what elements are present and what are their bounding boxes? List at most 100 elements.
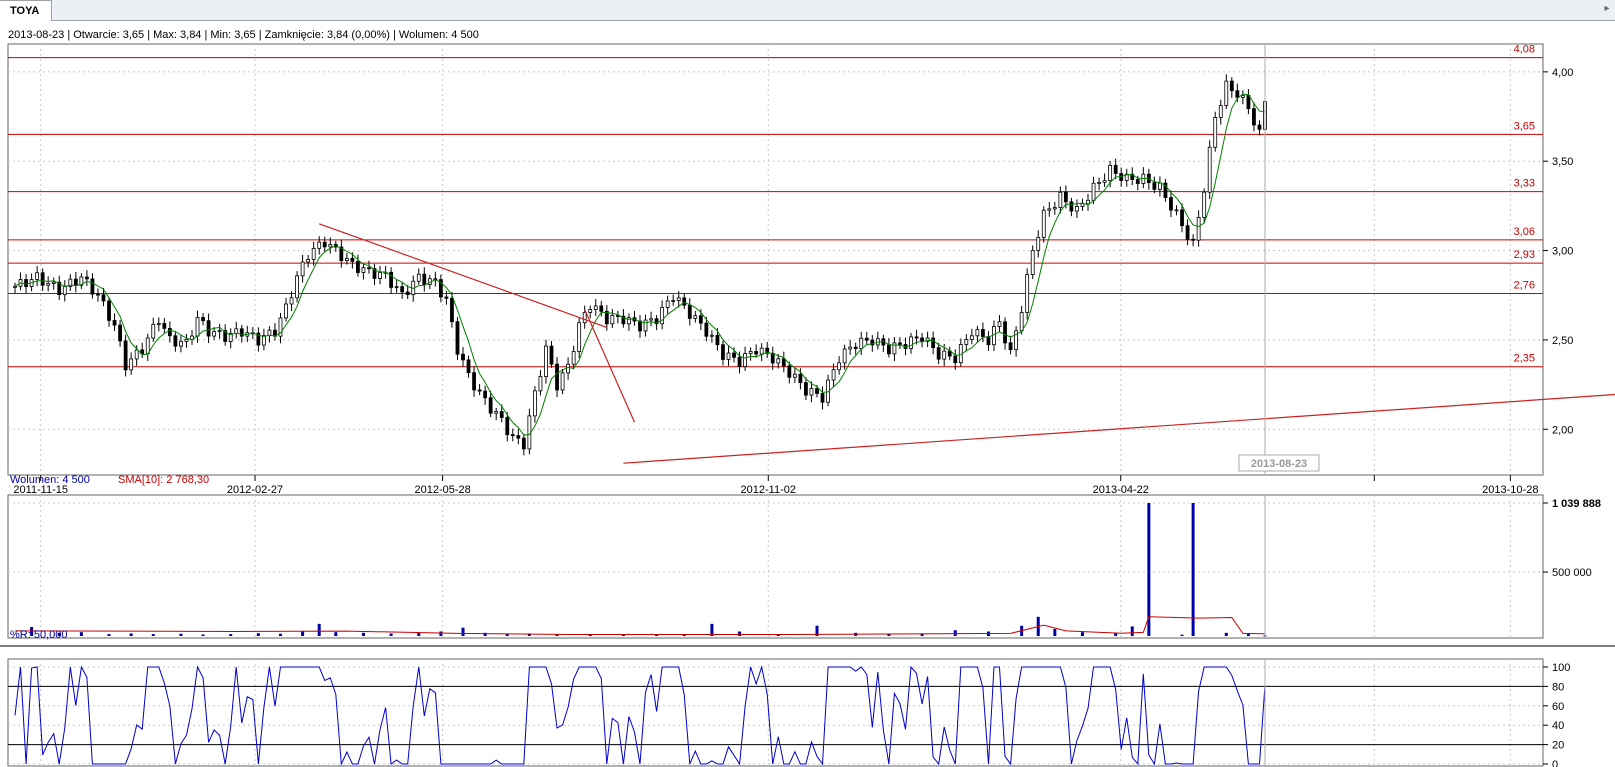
candle-body <box>1097 181 1101 184</box>
candle-body <box>820 393 825 403</box>
candle-body <box>671 300 676 302</box>
x-tick-label: 2012-05-28 <box>414 484 470 496</box>
candle-body <box>1058 191 1063 208</box>
volume-bar <box>710 623 714 636</box>
candle-body <box>46 283 51 286</box>
candle-body <box>455 321 460 355</box>
candle-body <box>278 317 283 337</box>
volume-bar <box>1080 632 1084 636</box>
candle-body <box>206 320 211 337</box>
candle-body <box>394 286 399 289</box>
candle-body <box>909 336 913 349</box>
candle-body <box>566 363 570 374</box>
candle-body <box>35 272 40 280</box>
candle-body <box>765 347 770 354</box>
candle-body <box>256 332 261 346</box>
volume-bar <box>483 632 487 636</box>
candle-body <box>1224 80 1229 106</box>
candle-body <box>704 322 709 337</box>
candle-body <box>1158 182 1162 190</box>
candle-body <box>804 382 808 396</box>
candle-body <box>306 258 311 263</box>
candle-body <box>156 323 161 325</box>
level-label: 4,08 <box>1514 44 1535 56</box>
candle-body <box>118 324 122 342</box>
candle-body <box>1185 225 1190 240</box>
candle-body <box>51 281 56 284</box>
candle-body <box>710 334 714 337</box>
candle-body <box>787 365 792 378</box>
wr-tick-label: 100 <box>1552 662 1570 674</box>
candle-body <box>665 300 670 308</box>
candle-body <box>1063 191 1068 203</box>
volume-bar <box>1147 503 1151 636</box>
volume-bar <box>655 634 659 636</box>
candle-body <box>721 344 725 360</box>
candle-body <box>986 336 991 346</box>
candle-body <box>85 276 89 280</box>
volume-bar <box>1246 634 1250 636</box>
candle-body <box>1102 180 1107 183</box>
candle-body <box>68 278 73 287</box>
candle-body <box>107 300 111 321</box>
candle-body <box>62 286 67 296</box>
candle-body <box>798 373 803 384</box>
volume-bar <box>334 632 338 636</box>
candle-body <box>732 352 736 358</box>
candle-body <box>261 335 266 346</box>
tab-toya[interactable]: TOYA <box>0 0 53 21</box>
candle-body <box>837 362 842 371</box>
candle-body <box>1041 209 1046 238</box>
volume-bar <box>461 627 465 636</box>
candle-body <box>931 337 936 349</box>
candle-body <box>461 353 465 361</box>
candle-body <box>328 244 333 248</box>
volume-bar <box>738 631 742 636</box>
candle-body <box>577 322 582 352</box>
candle-body <box>870 339 875 346</box>
volume-bar <box>588 634 592 636</box>
candle-body <box>936 347 941 360</box>
volume-bar <box>301 631 305 636</box>
chart-axes: 2011-11-15 2012-02-27 2012-05-28 2012-11-02… <box>13 44 1601 767</box>
candle-body <box>422 273 427 285</box>
candle-body <box>1086 199 1090 205</box>
candle-body <box>698 315 703 324</box>
price-panel-frame <box>7 43 1544 476</box>
candle-body <box>1135 179 1140 184</box>
price-candles <box>13 74 1267 456</box>
candle-body <box>505 417 510 436</box>
candle-body <box>1229 80 1234 92</box>
candle-body <box>472 372 476 391</box>
wr-tick-label: 0 <box>1552 759 1558 767</box>
volume-bar <box>527 633 531 636</box>
volume-panel <box>14 503 1267 637</box>
volume-bar <box>389 633 393 636</box>
williams-r-title: %R: 50,000 <box>10 629 67 641</box>
ohlc-info-text: 2013-08-23 | Otwarcie: 3,65 | Max: 3,84 … <box>8 29 479 41</box>
candle-body <box>173 335 178 347</box>
stock-chart[interactable]: 4,083,653,333,062,932,762,35 2011-11-15 2… <box>0 21 1615 767</box>
x-tick-label: 2013-04-22 <box>1093 484 1149 496</box>
candle-body <box>549 345 554 365</box>
volume-bar <box>555 634 559 636</box>
volume-bar <box>361 632 365 636</box>
cursor-date-box <box>1238 454 1320 472</box>
candle-body <box>1207 146 1212 193</box>
candle-body <box>483 390 488 399</box>
candle-body <box>604 310 609 325</box>
y-tick-label: 2,00 <box>1552 424 1573 436</box>
candle-body <box>627 317 631 325</box>
volume-bar <box>129 633 133 636</box>
candle-body <box>981 329 985 337</box>
candle-body <box>571 351 576 365</box>
williams-r-panel <box>8 665 1543 766</box>
trendline <box>319 223 608 328</box>
candle-body <box>129 358 134 371</box>
candle-body <box>167 327 172 337</box>
candle-body <box>378 272 382 279</box>
tab-scroll-right-icon[interactable]: ▸ <box>1604 3 1610 14</box>
volume-bar <box>505 633 509 636</box>
candle-body <box>809 388 814 396</box>
volume-bar <box>229 634 233 636</box>
